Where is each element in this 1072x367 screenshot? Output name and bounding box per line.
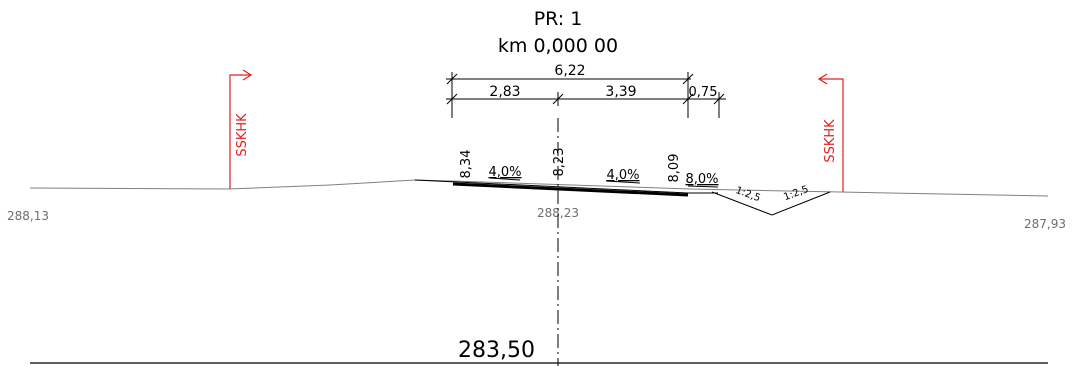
reference-level-label: 283,50 (458, 338, 535, 363)
ditch-outer-slope: 1:2,5 (782, 184, 810, 203)
terrain-axis-elevation: 288,23 (537, 206, 579, 220)
right-slope-arrow (605, 180, 641, 184)
shoulder-width-label: 0,75 (689, 85, 718, 100)
shoulder-slope-label: 8,0% (685, 172, 718, 187)
dim-tick (446, 73, 458, 85)
dim-tick (552, 93, 564, 105)
pavement-line (452, 182, 689, 197)
ditch-profile (711, 191, 831, 216)
section-mark-right-arrow-icon (817, 73, 828, 85)
section-mark-left-line (229, 74, 251, 189)
left-width-label: 2,83 (489, 84, 520, 100)
road-surface (414, 179, 718, 197)
dim-tick (682, 73, 694, 85)
section-mark-right (817, 73, 844, 192)
right-width-label: 3,39 (605, 84, 636, 100)
right-edge-elevation: 8,09 (667, 154, 682, 183)
section-mark-left (229, 69, 253, 189)
shoulder-slope-arrow (687, 185, 719, 188)
section-mark-left-label: SSKHK (235, 113, 250, 157)
axis-elevation: 8,23 (552, 148, 567, 177)
chainage-label: km 0,000 00 (498, 35, 618, 57)
dim-tick (682, 93, 694, 105)
dim-tick (446, 93, 458, 105)
terrain-left-elevation: 288,13 (7, 209, 49, 223)
left-slope-label: 4,0% (488, 165, 521, 180)
section-mark-right-line (819, 78, 844, 192)
section-mark-left-arrow-icon (242, 69, 253, 81)
slope-arrows (489, 177, 719, 188)
left-slope-arrow (489, 177, 521, 181)
right-slope-label: 4,0% (606, 168, 639, 183)
dimension-lines (446, 72, 726, 118)
profile-label: PR: 1 (534, 8, 583, 30)
ditch-inner-slope: 1:2,5 (734, 185, 762, 204)
total-width-label: 6,22 (554, 63, 585, 79)
pavement-top-line (414, 179, 689, 194)
section-mark-right-label: SSKHK (823, 119, 838, 163)
dim-tick (713, 93, 725, 105)
left-edge-elevation: 8,34 (459, 150, 474, 179)
terrain-right-elevation: 287,93 (1024, 217, 1066, 231)
